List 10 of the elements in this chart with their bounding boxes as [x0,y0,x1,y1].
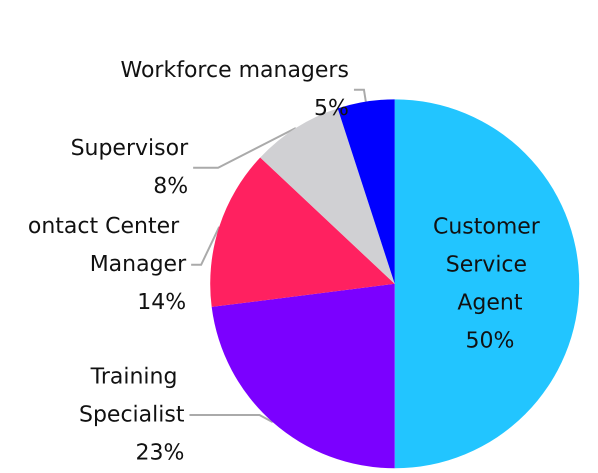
slice-label: Training Specialist [78,364,185,428]
slice-label: Supervisor [70,136,190,162]
data-label: 14% [137,290,186,316]
data-label: 5% [314,96,349,122]
data-label: 50% [465,328,514,354]
data-label: 23% [136,440,184,466]
slice-label: Customer Service Agent [432,214,547,316]
data-label: 8% [153,174,188,200]
slice-label: Workforce managers [120,58,349,84]
slice-label: ontact Center Manager [28,214,188,278]
